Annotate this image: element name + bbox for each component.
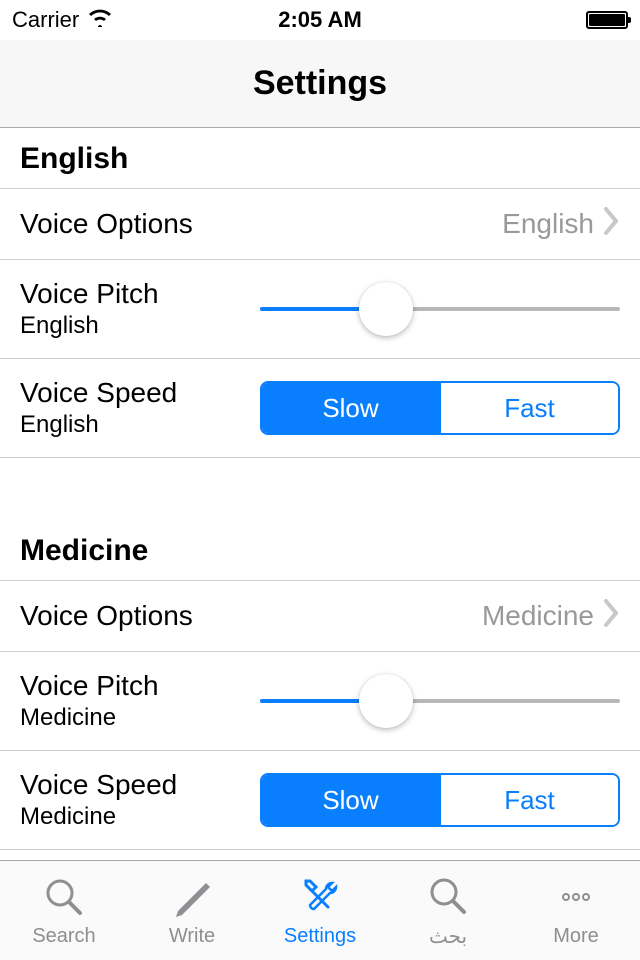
section-header-medicine: Medicine	[0, 520, 640, 580]
chevron-right-icon	[602, 207, 620, 241]
voice-speed-segmented-medicine[interactable]: Slow Fast	[260, 773, 620, 827]
row-value: Medicine	[260, 600, 602, 632]
status-bar: Carrier 2:05 AM	[0, 0, 640, 40]
nav-bar: Settings	[0, 40, 640, 128]
row-label: Voice Pitch	[20, 278, 260, 310]
tab-search[interactable]: Search	[0, 861, 128, 960]
row-sublabel: English	[20, 411, 260, 439]
tab-label: Search	[32, 925, 95, 948]
voice-speed-row-medicine: Voice Speed Medicine Slow Fast	[0, 750, 640, 850]
more-icon	[554, 873, 598, 921]
row-label: Voice Pitch	[20, 670, 260, 702]
chevron-right-icon	[602, 599, 620, 633]
clock: 2:05 AM	[278, 7, 362, 33]
tools-icon	[298, 873, 342, 921]
carrier-label: Carrier	[12, 7, 79, 33]
row-label: Voice Speed	[20, 377, 260, 409]
voice-pitch-slider-english[interactable]	[260, 284, 620, 334]
voice-pitch-row-medicine: Voice Pitch Medicine	[0, 651, 640, 750]
row-sublabel: English	[20, 312, 260, 340]
tab-label: Write	[169, 925, 215, 948]
tab-label: Settings	[284, 925, 356, 948]
page-title: Settings	[253, 64, 387, 103]
row-label: Voice Options	[20, 208, 260, 240]
battery-icon	[586, 11, 628, 29]
row-sublabel: Medicine	[20, 704, 260, 732]
segment-slow[interactable]: Slow	[262, 775, 439, 825]
segment-fast[interactable]: Fast	[439, 383, 618, 433]
voice-speed-segmented-english[interactable]: Slow Fast	[260, 381, 620, 435]
tab-label: بحث	[429, 924, 467, 949]
voice-options-row-medicine[interactable]: Voice Options Medicine	[0, 580, 640, 651]
tab-more[interactable]: More	[512, 861, 640, 960]
search-icon	[42, 873, 86, 921]
row-label: Voice Speed	[20, 769, 260, 801]
search-icon	[426, 872, 470, 920]
wifi-icon	[87, 7, 113, 33]
section-header-english: English	[0, 128, 640, 188]
tab-write[interactable]: Write	[128, 861, 256, 960]
voice-pitch-row-english: Voice Pitch English	[0, 259, 640, 358]
row-sublabel: Medicine	[20, 803, 260, 831]
row-label: Voice Options	[20, 600, 260, 632]
row-value: English	[260, 208, 602, 240]
tab-bar: Search Write Settings بحث More	[0, 860, 640, 960]
tab-arabic-search[interactable]: بحث	[384, 861, 512, 960]
voice-speed-row-english: Voice Speed English Slow Fast	[0, 358, 640, 458]
voice-options-row-english[interactable]: Voice Options English	[0, 188, 640, 259]
tab-settings[interactable]: Settings	[256, 861, 384, 960]
tab-label: More	[553, 925, 599, 948]
pencil-icon	[170, 873, 214, 921]
segment-slow[interactable]: Slow	[262, 383, 439, 433]
voice-pitch-slider-medicine[interactable]	[260, 676, 620, 726]
settings-content: English Voice Options English Voice Pitc…	[0, 128, 640, 850]
segment-fast[interactable]: Fast	[439, 775, 618, 825]
